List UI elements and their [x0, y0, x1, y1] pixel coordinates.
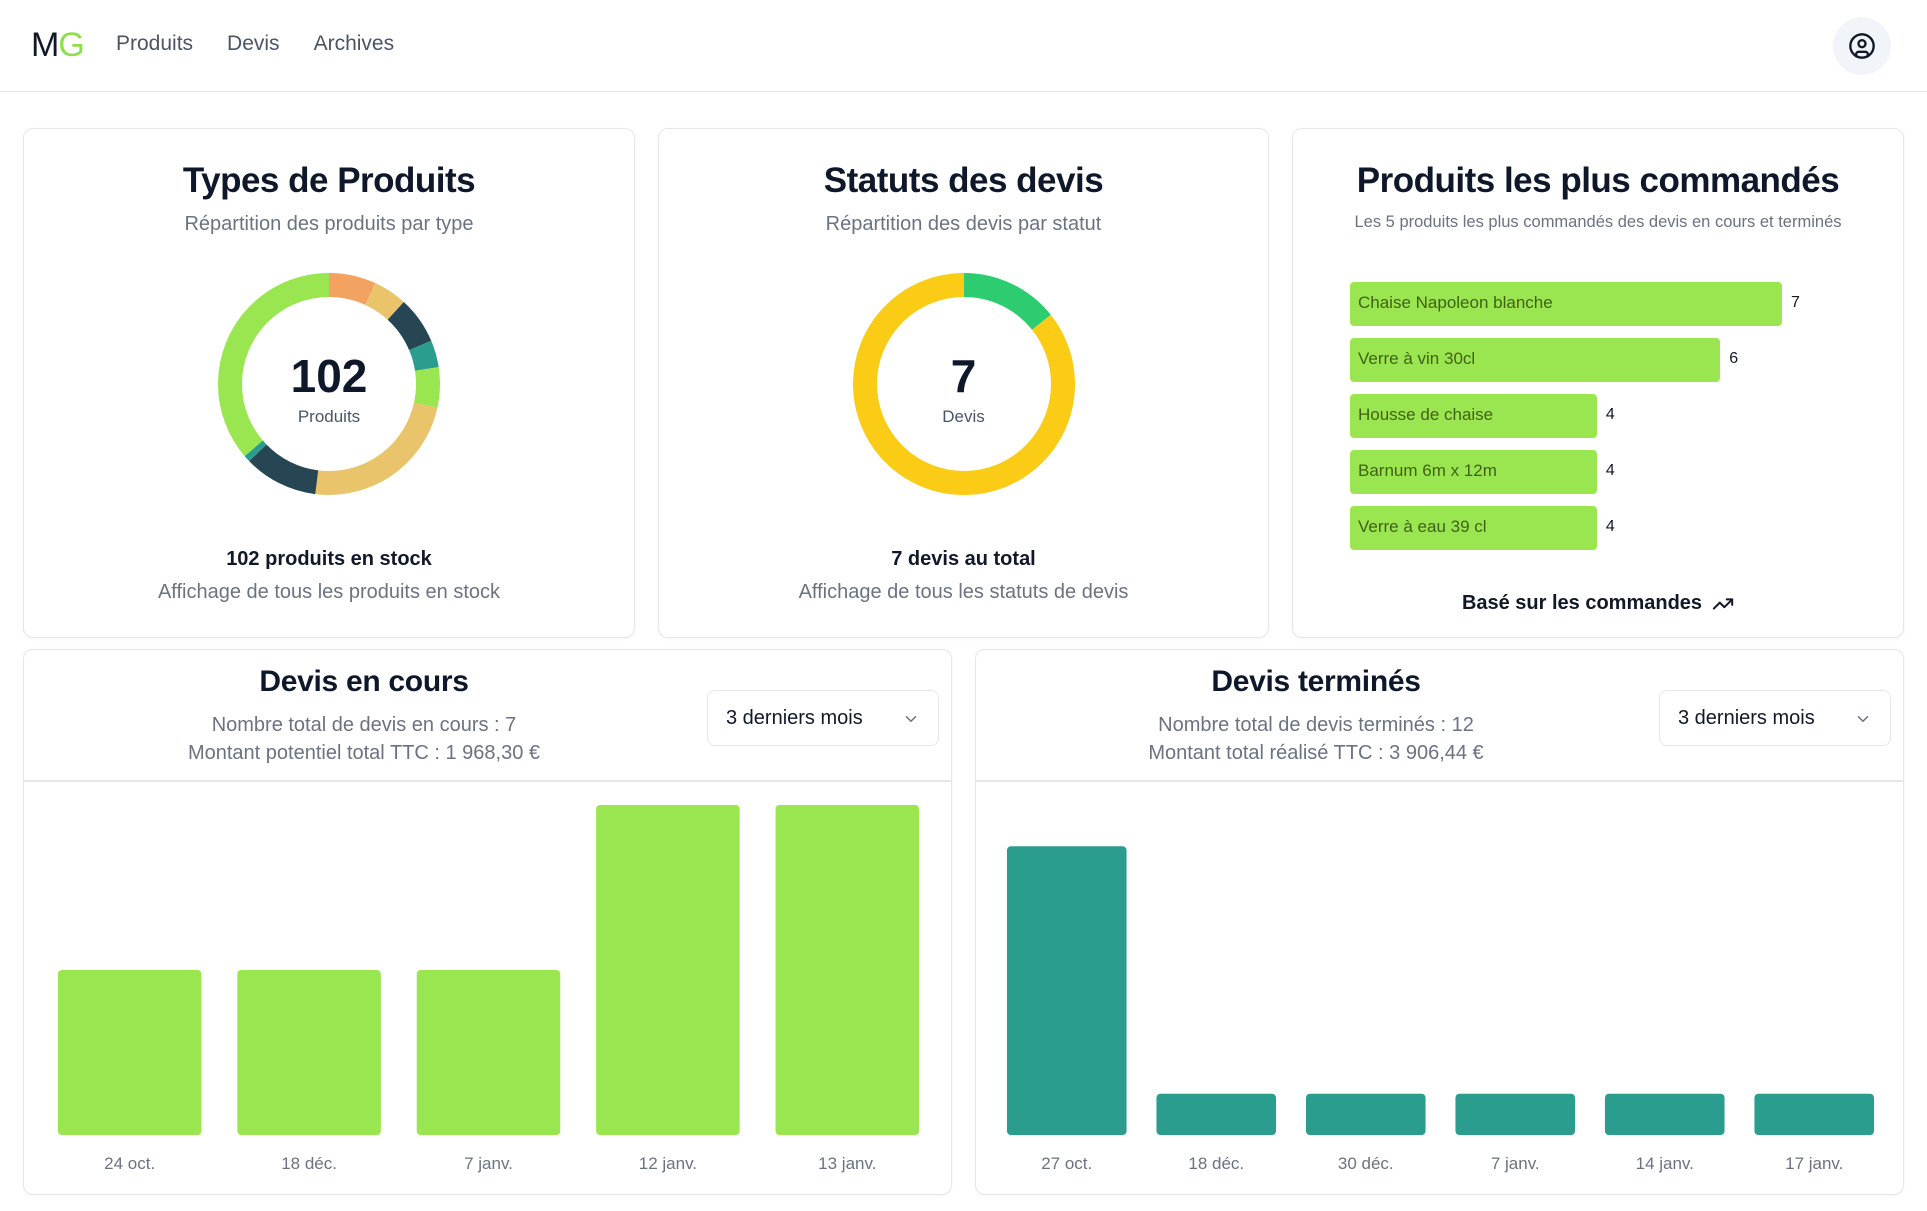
card-title: Produits les plus commandés — [1356, 161, 1840, 200]
card-title: Devis en cours — [259, 665, 469, 698]
bar-label: Verre à vin 30cl — [1358, 349, 1476, 368]
bar-label: Chaise Napoleon blanche — [1358, 293, 1553, 312]
product-types-donut-chart — [218, 273, 440, 495]
quote-status-card: Statuts des devis Répartition des devis … — [658, 128, 1269, 638]
x-tick-label: 7 janv. — [1491, 1154, 1540, 1173]
bar-label: Barnum 6m x 12m — [1358, 461, 1497, 480]
quote-status-donut-chart — [852, 273, 1075, 495]
bar-value-label: 4 — [1605, 406, 1615, 423]
logo-letter-m: M — [31, 26, 59, 64]
bar — [1754, 1093, 1875, 1135]
bar — [1455, 1093, 1576, 1135]
bar: Chaise Napoleon blanche — [1350, 282, 1782, 326]
donut-center-value: 7 — [950, 350, 977, 402]
quotes-amount-text: Montant total réalisé TTC : 3 906,44 € — [1148, 742, 1484, 764]
nav-link-produits[interactable]: Produits — [116, 32, 194, 55]
donut-slice — [852, 273, 1075, 495]
quotes-in-progress-card: Devis en cours Nombre total de devis en … — [23, 649, 952, 1195]
nav-link-devis[interactable]: Devis — [227, 32, 280, 55]
bar-value-label: 4 — [1605, 462, 1615, 479]
bar: Verre à vin 30cl — [1350, 338, 1721, 382]
x-tick-label: 13 janv. — [818, 1154, 876, 1173]
x-tick-label: 17 janv. — [1785, 1154, 1843, 1173]
bar — [596, 805, 740, 1135]
x-tick-label: 12 janv. — [639, 1154, 697, 1173]
quotes-count-text: Nombre total de devis en cours : 7 — [211, 714, 517, 736]
main-nav: Produits Devis Archives — [116, 32, 394, 56]
bar — [1305, 1093, 1426, 1135]
x-tick-label: 18 déc. — [281, 1154, 337, 1173]
bar — [1156, 1093, 1277, 1135]
bar — [1006, 846, 1127, 1135]
card-header: Devis terminés Nombre total de devis ter… — [976, 650, 1656, 780]
top-products-card: Produits les plus commandés Les 5 produi… — [1292, 128, 1904, 638]
bar: Barnum 6m x 12m — [1350, 450, 1597, 494]
donut-slice — [218, 273, 440, 495]
chevron-down-icon — [1857, 716, 1869, 722]
card-header: Devis en cours Nombre total de devis en … — [24, 650, 704, 780]
bar — [416, 970, 561, 1135]
card-footer-sub: Affichage de tous les statuts de devis — [798, 581, 1129, 603]
user-menu-button[interactable] — [1833, 17, 1891, 75]
card-footer-sub: Affichage de tous les produits en stock — [157, 581, 501, 603]
donut-slice — [218, 273, 440, 495]
bar — [57, 970, 202, 1135]
bar — [1604, 1093, 1725, 1135]
card-footer: Basé sur les commandes — [1293, 592, 1903, 615]
completed-quotes-bar-chart: 27 oct. 18 déc. 30 déc. 7 janv. 14 janv. 17 j… — [1006, 846, 1875, 1173]
product-types-card: Types de Produits Répartition des produi… — [23, 128, 635, 638]
bar-label: Verre à eau 39 cl — [1358, 517, 1487, 536]
bar: Verre à eau 39 cl — [1350, 506, 1597, 550]
x-tick-label: 30 déc. — [1338, 1154, 1394, 1173]
donut-center-value: 102 — [290, 350, 368, 402]
nav-link-archives[interactable]: Archives — [313, 32, 395, 55]
completed-quotes-card: Devis terminés Nombre total de devis ter… — [975, 649, 1904, 1195]
x-tick-label: 14 janv. — [1636, 1154, 1694, 1173]
card-footer-label: Basé sur les commandes — [1461, 592, 1703, 614]
bar-value-label: 4 — [1605, 518, 1615, 535]
card-title: Devis terminés — [1211, 665, 1421, 698]
x-tick-label: 18 déc. — [1188, 1154, 1244, 1173]
donut-center-label: Devis — [942, 407, 985, 426]
card-subtitle: Répartition des produits par type — [184, 213, 474, 235]
period-select-value: 3 derniers mois — [1678, 707, 1815, 729]
top-navigation-bar: MG Produits Devis Archives — [0, 0, 1927, 92]
quotes-in-progress-bar-chart: 24 oct. 18 déc. 7 janv. 12 janv. 13 janv. — [57, 805, 920, 1173]
period-select-value: 3 derniers mois — [726, 707, 863, 729]
donut-slice — [218, 273, 440, 495]
quotes-amount-text: Montant potentiel total TTC : 1 968,30 € — [187, 742, 541, 764]
x-tick-label: 24 oct. — [104, 1154, 155, 1173]
card-title: Statuts des devis — [823, 161, 1104, 200]
card-title: Types de Produits — [182, 161, 476, 200]
quotes-count-text: Nombre total de devis terminés : 12 — [1158, 714, 1474, 736]
card-divider — [24, 780, 951, 782]
card-divider — [976, 780, 1903, 782]
chevron-down-icon — [905, 716, 917, 722]
bar-value-label: 7 — [1791, 294, 1800, 311]
x-tick-label: 27 oct. — [1041, 1154, 1092, 1173]
app-logo[interactable]: MG — [31, 26, 85, 65]
x-tick-label: 7 janv. — [464, 1154, 513, 1173]
logo-letter-g: G — [58, 26, 84, 64]
trending-up-icon — [1712, 597, 1734, 610]
bar: Housse de chaise — [1350, 394, 1597, 438]
bar — [237, 970, 381, 1135]
bar — [775, 805, 920, 1135]
card-subtitle: Les 5 produits les plus commandés des de… — [1354, 213, 1842, 231]
card-subtitle: Répartition des devis par statut — [825, 213, 1102, 235]
period-select[interactable]: 3 derniers mois — [707, 690, 939, 746]
period-select[interactable]: 3 derniers mois — [1659, 690, 1891, 746]
user-circle-icon — [1849, 33, 1875, 59]
card-footer-main: 7 devis au total — [891, 548, 1036, 570]
bar-value-label: 6 — [1729, 350, 1739, 367]
donut-center-label: Produits — [297, 407, 361, 426]
card-footer-main: 102 produits en stock — [226, 548, 432, 570]
bar-label: Housse de chaise — [1358, 405, 1494, 424]
